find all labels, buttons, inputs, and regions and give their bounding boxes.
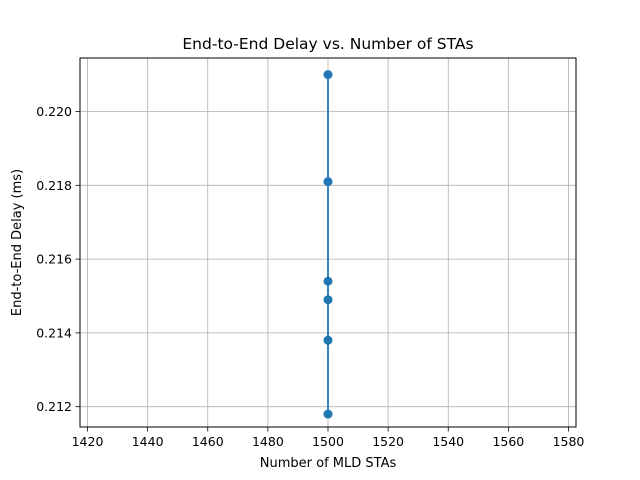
y-tick-label: 0.212 [36, 399, 72, 414]
y-tick-label: 0.216 [36, 252, 72, 267]
data-point [323, 70, 333, 80]
x-tick-label: 1520 [372, 434, 404, 449]
data-point [323, 409, 333, 419]
chart-title: End-to-End Delay vs. Number of STAs [182, 35, 473, 53]
y-tick-label: 0.220 [36, 104, 72, 119]
x-tick-label: 1420 [72, 434, 104, 449]
x-axis-ticks: 1420 1440 1460 1480 1500 1520 1540 1560 1580 [72, 427, 585, 449]
x-axis-label: Number of MLD STAs [260, 456, 397, 471]
y-tick-label: 0.218 [36, 178, 72, 193]
x-tick-label: 1560 [492, 434, 524, 449]
y-tick-label: 0.214 [36, 325, 72, 340]
y-axis-ticks: 0.212 0.214 0.216 0.218 0.220 [36, 104, 80, 414]
y-axis-label: End-to-End Delay (ms) [10, 169, 25, 316]
x-tick-label: 1500 [312, 434, 344, 449]
data-point [323, 335, 333, 345]
x-tick-label: 1480 [252, 434, 284, 449]
x-tick-label: 1540 [432, 434, 464, 449]
data-point [323, 276, 333, 286]
x-tick-label: 1580 [553, 434, 585, 449]
series-layer [323, 70, 333, 419]
x-tick-label: 1460 [192, 434, 224, 449]
data-point [323, 295, 333, 305]
data-point [323, 177, 333, 187]
x-tick-label: 1440 [132, 434, 164, 449]
